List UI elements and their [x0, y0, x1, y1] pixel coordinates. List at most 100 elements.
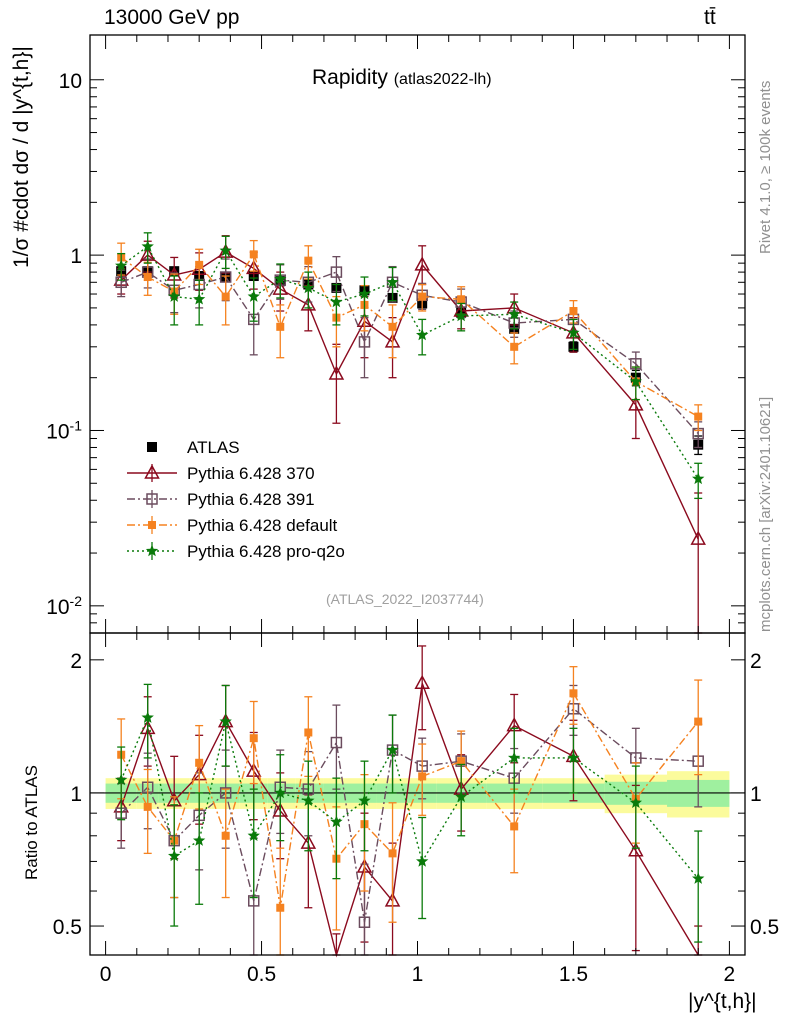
- main-data-point: [330, 295, 343, 308]
- ratio-data-point: [249, 734, 258, 743]
- main-series-3: [117, 239, 703, 432]
- main-data-point: [304, 256, 313, 265]
- main-data-point: [358, 287, 371, 300]
- ratio-data-point: [219, 715, 232, 727]
- main-y-tick-label: 10-1: [46, 417, 82, 443]
- main-data-point: [245, 259, 262, 275]
- x-tick-label: 2: [724, 963, 736, 986]
- main-series-1: [113, 235, 706, 634]
- main-data-point: [457, 295, 466, 304]
- main-data-point: [569, 307, 578, 316]
- main-series-line: [120, 252, 699, 418]
- ratio-axis-title: Ratio to ATLAS: [22, 765, 41, 880]
- main-series-4: [115, 232, 705, 500]
- plot-title-text: Rapidity: [312, 66, 388, 89]
- legend-label: Pythia 6.428 pro-q2o: [187, 542, 345, 561]
- ratio-data-point: [455, 790, 468, 803]
- ratio-data-point: [694, 717, 703, 726]
- main-data-point: [221, 292, 230, 301]
- x-tick-label: 1: [412, 963, 424, 986]
- main-y-tick-label: 10: [59, 70, 82, 93]
- main-y-tick-label: 10-2: [46, 593, 82, 619]
- main-data-point: [629, 375, 642, 387]
- ratio-data-point: [302, 794, 315, 806]
- ratio-data-point: [508, 751, 521, 764]
- main-data-point: [418, 292, 427, 301]
- ratio-data-point: [143, 802, 152, 811]
- main-data-point: [694, 412, 703, 421]
- ratio-data-point: [386, 743, 399, 756]
- ratio-y-tick-label-right: 2: [750, 650, 762, 673]
- ratio-data-point: [330, 815, 343, 828]
- ratio-data-point: [247, 829, 260, 841]
- ratio-data-point: [276, 903, 285, 912]
- legend-marker: [146, 493, 158, 505]
- ratio-data-point: [193, 834, 206, 846]
- ratio-data-point: [304, 728, 313, 737]
- plot-subtitle: (atlas2022-lh): [393, 71, 492, 88]
- legend-marker: [147, 442, 157, 452]
- legend-entry: ATLAS: [147, 438, 240, 457]
- y-axis-title: 1/σ #cdot dσ / d |y^{t,h}|: [10, 46, 33, 268]
- main-data-point: [274, 272, 287, 285]
- legend-marker: [145, 544, 159, 557]
- main-series-0: [116, 266, 704, 456]
- ratio-data-point: [115, 773, 128, 786]
- main-data-point: [302, 281, 315, 294]
- x-tick-label: 1.5: [559, 963, 588, 986]
- ratio-series-line: [120, 683, 699, 958]
- main-data-point: [358, 336, 371, 348]
- ratio-data-point: [418, 772, 427, 781]
- ratio-series-3: [115, 683, 705, 943]
- main-data-point: [300, 296, 317, 311]
- x-tick-label: 0.5: [247, 963, 276, 986]
- energy-label: 13000 GeV pp: [104, 6, 240, 29]
- ratio-data-point: [457, 757, 466, 766]
- ratio-y-tick-label: 0.5: [53, 916, 82, 939]
- legend-entry: Pythia 6.428 391: [127, 490, 315, 509]
- legend-label: Pythia 6.428 391: [187, 490, 315, 509]
- ratio-data-point: [567, 751, 580, 764]
- ratio-series-line: [120, 707, 699, 923]
- plot-title: Rapidity (atlas2022-lh): [312, 66, 492, 90]
- main-data-point: [219, 244, 232, 256]
- ratio-data-point: [358, 916, 371, 928]
- ratio-y-tick-label-right: 1: [750, 783, 762, 806]
- rivet-label: Rivet 4.1.0, ≥ 100k events: [757, 80, 774, 254]
- process-label: tt̄: [704, 6, 716, 29]
- main-data-point: [386, 275, 399, 288]
- ratio-data-point: [221, 831, 230, 840]
- legend-marker: [144, 464, 160, 479]
- main-data-point: [388, 322, 397, 331]
- main-data-point: [249, 250, 258, 259]
- main-data-point: [414, 256, 430, 271]
- legend-entry: Pythia 6.428 default: [127, 516, 338, 535]
- main-data-point: [141, 240, 154, 252]
- ratio-data-point: [195, 758, 204, 767]
- legend-marker: [148, 521, 156, 529]
- legend-label: Pythia 6.428 370: [187, 464, 315, 483]
- main-series-2: [115, 256, 704, 449]
- ratio-y-tick-label: 2: [70, 650, 82, 673]
- ratio-data-point: [330, 736, 343, 749]
- main-data-point: [508, 307, 521, 320]
- main-data-point: [193, 292, 206, 305]
- main-data-point: [690, 530, 706, 545]
- mcplots-label: mcplots.cern.ch [arXiv:2401.10621]: [757, 396, 774, 632]
- ratio-data-point: [569, 689, 578, 698]
- legend-label: ATLAS: [187, 438, 240, 457]
- main-data-point: [168, 290, 181, 302]
- x-tick-label: 0: [100, 963, 112, 986]
- x-axis-title: |y^{t,h}|: [688, 990, 757, 1013]
- legend-label: Pythia 6.428 default: [187, 516, 338, 535]
- main-data-point: [510, 342, 519, 351]
- main-data-point: [247, 290, 260, 302]
- ratio-data-point: [141, 711, 154, 723]
- legend-entry: Pythia 6.428 pro-q2o: [127, 542, 345, 561]
- main-data-point: [692, 472, 705, 485]
- main-data-point: [115, 259, 128, 271]
- ratio-data-point: [414, 674, 430, 690]
- main-data-point: [455, 309, 468, 322]
- main-data-point: [567, 326, 580, 339]
